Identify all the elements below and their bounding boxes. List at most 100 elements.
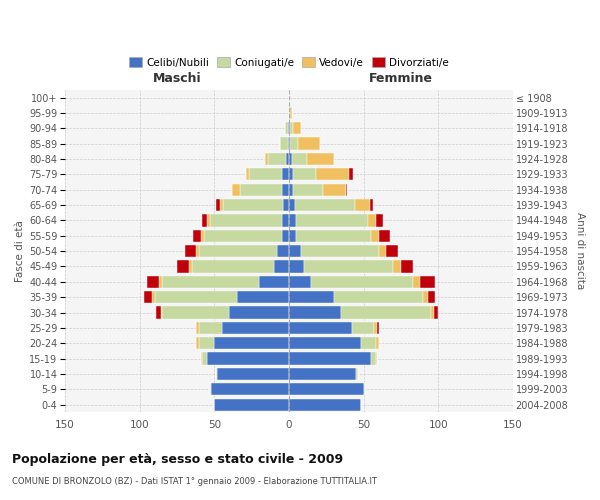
Bar: [304, 260, 394, 272]
Bar: [199, 337, 214, 349]
Bar: [156, 306, 161, 318]
Bar: [246, 168, 249, 180]
Bar: [376, 214, 383, 226]
Bar: [289, 184, 293, 196]
Bar: [296, 214, 368, 226]
Bar: [290, 106, 292, 119]
Bar: [202, 352, 207, 365]
Text: COMUNE DI BRONZOLO (BZ) - Dati ISTAT 1° gennaio 2009 - Elaborazione TUTTITALIA.I: COMUNE DI BRONZOLO (BZ) - Dati ISTAT 1° …: [12, 478, 377, 486]
Bar: [265, 153, 268, 165]
Bar: [334, 291, 423, 304]
Bar: [289, 199, 295, 211]
Bar: [423, 291, 428, 304]
Bar: [268, 153, 286, 165]
Bar: [280, 138, 287, 149]
Bar: [289, 291, 334, 304]
Bar: [207, 352, 289, 365]
Text: Maschi: Maschi: [153, 72, 202, 85]
Bar: [162, 306, 229, 318]
Bar: [364, 383, 365, 396]
Bar: [220, 199, 223, 211]
Bar: [379, 245, 386, 257]
Bar: [207, 214, 210, 226]
Bar: [289, 337, 361, 349]
Bar: [386, 245, 398, 257]
Bar: [281, 230, 289, 242]
Bar: [420, 276, 435, 288]
Bar: [223, 199, 283, 211]
Bar: [289, 368, 356, 380]
Bar: [289, 398, 361, 411]
Bar: [289, 168, 293, 180]
Bar: [196, 337, 199, 349]
Bar: [307, 153, 334, 165]
Bar: [202, 214, 207, 226]
Bar: [290, 122, 293, 134]
Bar: [211, 383, 289, 396]
Bar: [281, 184, 289, 196]
Bar: [289, 214, 296, 226]
Bar: [210, 383, 211, 396]
Bar: [185, 245, 196, 257]
Bar: [289, 383, 364, 396]
Bar: [370, 199, 373, 211]
Bar: [428, 291, 435, 304]
Bar: [289, 106, 290, 119]
Bar: [155, 291, 237, 304]
Bar: [232, 184, 240, 196]
Bar: [286, 153, 289, 165]
Bar: [217, 368, 289, 380]
Bar: [214, 398, 289, 411]
Bar: [295, 199, 355, 211]
Bar: [301, 245, 379, 257]
Bar: [371, 352, 376, 365]
Bar: [289, 352, 371, 365]
Y-axis label: Fasce di età: Fasce di età: [15, 220, 25, 282]
Bar: [189, 260, 192, 272]
Bar: [240, 184, 281, 196]
Bar: [249, 168, 281, 180]
Bar: [196, 322, 199, 334]
Bar: [161, 306, 162, 318]
Bar: [281, 214, 289, 226]
Bar: [401, 260, 413, 272]
Bar: [323, 184, 346, 196]
Bar: [289, 245, 301, 257]
Bar: [216, 368, 217, 380]
Bar: [311, 276, 413, 288]
Bar: [355, 199, 370, 211]
Bar: [431, 306, 434, 318]
Bar: [281, 168, 289, 180]
Bar: [349, 168, 353, 180]
Bar: [376, 337, 379, 349]
Bar: [394, 260, 401, 272]
Bar: [192, 260, 274, 272]
Bar: [214, 337, 289, 349]
Bar: [434, 306, 438, 318]
Bar: [222, 322, 289, 334]
Bar: [289, 322, 352, 334]
Bar: [289, 138, 290, 149]
Bar: [199, 245, 277, 257]
Bar: [356, 368, 358, 380]
Bar: [352, 322, 374, 334]
Bar: [283, 199, 289, 211]
Bar: [298, 138, 320, 149]
Bar: [290, 138, 298, 149]
Bar: [229, 306, 289, 318]
Bar: [374, 322, 377, 334]
Bar: [177, 260, 189, 272]
Bar: [346, 184, 347, 196]
Bar: [210, 214, 281, 226]
Bar: [147, 276, 159, 288]
Bar: [292, 153, 307, 165]
Bar: [293, 184, 323, 196]
Bar: [199, 322, 222, 334]
Bar: [193, 230, 201, 242]
Bar: [361, 337, 376, 349]
Bar: [144, 291, 152, 304]
Y-axis label: Anni di nascita: Anni di nascita: [575, 212, 585, 290]
Bar: [379, 230, 391, 242]
Bar: [316, 168, 349, 180]
Bar: [377, 322, 379, 334]
